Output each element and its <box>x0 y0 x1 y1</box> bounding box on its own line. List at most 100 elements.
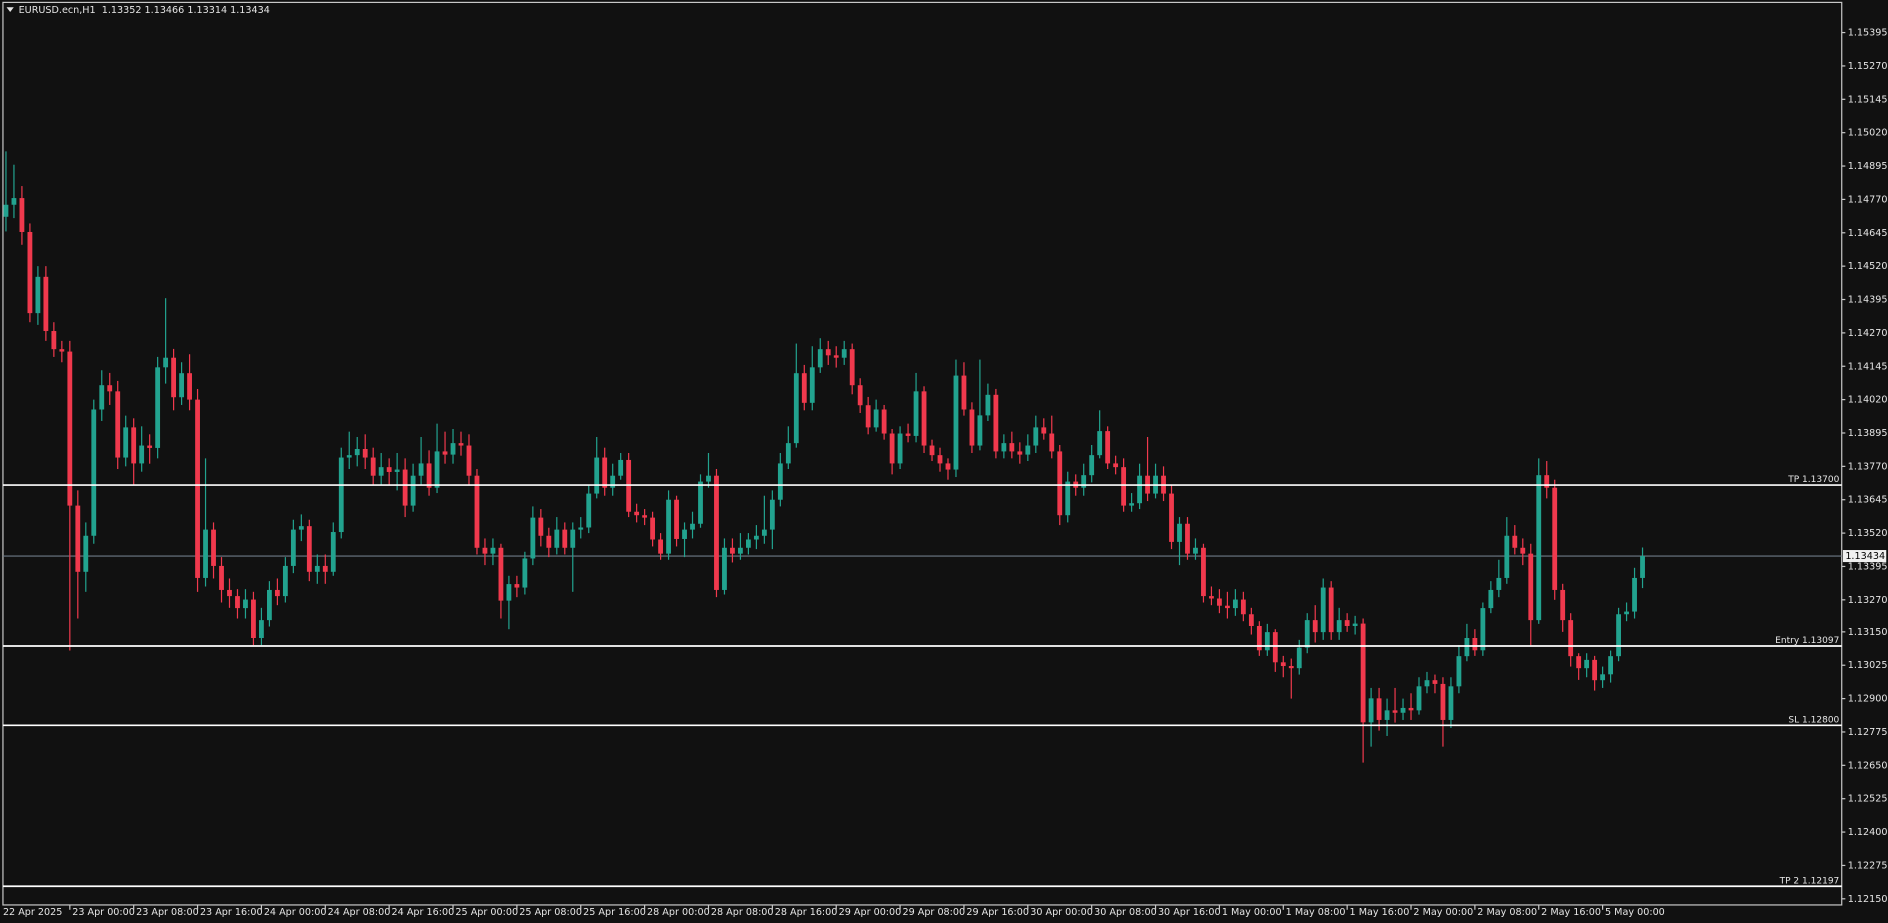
candle-body <box>1400 707 1406 713</box>
menu-arrow[interactable] <box>6 7 14 13</box>
y-tick-label: 1.12150 <box>1848 894 1888 905</box>
candle-body <box>1552 487 1558 590</box>
candle-body <box>482 547 488 554</box>
candle-body <box>706 475 711 482</box>
current-price-tag <box>1842 550 1887 563</box>
candle-body <box>179 373 184 398</box>
x-tick-label: 2 May 08:00 <box>1477 907 1537 918</box>
candle-body <box>290 529 296 566</box>
candle-body <box>498 547 504 601</box>
x-tick-label: 2 May 16:00 <box>1541 907 1601 918</box>
candle-body <box>618 459 624 476</box>
candle-body <box>458 443 464 446</box>
candle-body <box>314 565 320 572</box>
candle-body <box>945 463 951 470</box>
candle-body <box>19 198 25 232</box>
y-tick-label: 1.14145 <box>1848 361 1888 372</box>
candle-body <box>1105 431 1111 464</box>
candle-body <box>434 451 440 488</box>
candle-body <box>857 385 863 406</box>
candle-body <box>1424 680 1430 687</box>
candle-body <box>793 373 799 444</box>
candle-body <box>1632 577 1637 612</box>
candle-body <box>426 463 432 488</box>
candle-body <box>1256 625 1262 651</box>
candle-body <box>67 351 73 506</box>
x-tick-label: 1 May 16:00 <box>1350 907 1410 918</box>
level-label: TP 1.13700 <box>1787 475 1839 485</box>
candle-body <box>1217 598 1222 606</box>
candle-body <box>937 455 943 464</box>
candle-body <box>538 517 544 536</box>
candle-body <box>809 367 815 403</box>
candle-body <box>163 357 169 368</box>
candle-body <box>490 547 496 554</box>
candle-body <box>1368 698 1374 723</box>
y-tick-label: 1.13770 <box>1848 461 1888 472</box>
candle-body <box>777 463 783 500</box>
candle-body <box>1304 620 1310 648</box>
y-tick-label: 1.13645 <box>1848 495 1888 506</box>
candle-body <box>506 584 512 601</box>
candle-body <box>386 467 392 472</box>
y-tick-label: 1.13520 <box>1848 528 1888 539</box>
y-tick-label: 1.12900 <box>1848 694 1888 705</box>
candle-body <box>195 399 200 578</box>
candle-body <box>1416 686 1422 711</box>
y-tick-label: 1.13270 <box>1848 595 1888 606</box>
y-tick-label: 1.14520 <box>1848 261 1888 272</box>
candle-body <box>913 391 919 436</box>
candle-body <box>59 349 65 352</box>
candle-body <box>953 375 959 470</box>
candle-body <box>554 529 560 548</box>
x-tick-label: 25 Apr 08:00 <box>519 907 582 918</box>
candle-body <box>1616 614 1621 657</box>
candle-body <box>227 589 232 597</box>
candle-body <box>1065 481 1071 516</box>
x-tick-label: 24 Apr 16:00 <box>392 907 455 918</box>
candle-body <box>187 373 192 400</box>
candle-body <box>650 517 656 540</box>
candle-body <box>1480 608 1486 651</box>
x-tick-label: 28 Apr 16:00 <box>775 907 838 918</box>
candle-body <box>1488 589 1494 609</box>
candle-body <box>1600 674 1606 681</box>
y-tick-label: 1.14645 <box>1848 228 1888 239</box>
candle-body <box>1560 589 1566 621</box>
candle-body <box>1089 455 1095 476</box>
candle-body <box>833 355 839 358</box>
candle-body <box>282 565 288 597</box>
x-tick-label: 23 Apr 08:00 <box>136 907 199 918</box>
candle-body <box>1336 620 1342 633</box>
level-label: SL 1.12800 <box>1788 715 1839 725</box>
candle-body <box>203 529 208 578</box>
y-tick-label: 1.14270 <box>1848 328 1888 339</box>
candle-body <box>634 511 640 516</box>
candle-body <box>1121 467 1127 506</box>
candle-body <box>1536 475 1542 621</box>
candle-body <box>1544 475 1550 488</box>
candle-body <box>562 529 568 548</box>
candle-body <box>211 529 216 566</box>
x-tick-label: 23 Apr 00:00 <box>72 907 135 918</box>
candle-body <box>1272 632 1278 663</box>
candle-body <box>3 204 9 217</box>
candle-body <box>322 565 328 572</box>
candle-body <box>418 463 424 476</box>
candle-body <box>873 409 879 428</box>
candle-body <box>1344 620 1350 626</box>
candle-body <box>1448 686 1454 720</box>
candle-body <box>666 499 671 554</box>
candle-body <box>1001 443 1007 452</box>
candle-body <box>450 443 456 455</box>
candle-body <box>1296 647 1302 669</box>
x-tick-label: 28 Apr 00:00 <box>647 907 710 918</box>
candle-body <box>642 515 648 518</box>
candle-body <box>570 529 576 548</box>
x-tick-label: 25 Apr 16:00 <box>583 907 646 918</box>
candle-body <box>474 475 480 548</box>
candle-body <box>27 231 33 314</box>
candle-body <box>594 457 600 494</box>
candle-body <box>306 526 312 572</box>
candle-body <box>1584 659 1590 669</box>
